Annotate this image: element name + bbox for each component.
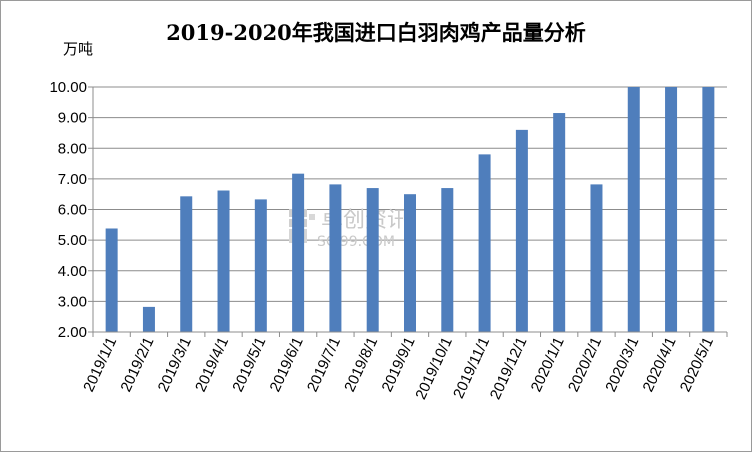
bar: [217, 190, 230, 332]
y-tick-label: 8.00: [58, 140, 87, 157]
x-tick-label: 2019/1/1: [80, 335, 120, 395]
x-tick-label: 2020/2/1: [565, 335, 605, 395]
y-tick-label: 6.00: [58, 202, 87, 219]
x-tick-label: 2019/5/1: [229, 335, 269, 395]
x-tick-label: 2020/1/1: [528, 335, 568, 395]
x-tick-label: 2019/3/1: [155, 335, 195, 395]
x-tick-label: 2020/3/1: [602, 335, 642, 395]
y-tick-label: 10.00: [49, 79, 87, 96]
x-tick-label: 2019/9/1: [379, 335, 419, 395]
bar: [180, 196, 193, 332]
bar: [441, 188, 454, 332]
bar: [366, 188, 379, 332]
y-axis-ticks: 2.00 3.00 4.00 5.00 6.00 7.00 8.00 9.00 10.00: [49, 79, 93, 341]
x-tick-label: 2019/2/1: [117, 335, 157, 395]
x-tick-label: 2019/6/1: [267, 335, 307, 395]
chart-title: 2019-2020年我国进口白羽肉鸡产品量分析: [166, 20, 586, 45]
bar: [627, 87, 640, 332]
x-axis-ticks: 2019/1/12019/2/12019/3/12019/4/12019/5/1…: [80, 332, 728, 403]
y-tick-label: 2.00: [58, 324, 87, 341]
x-tick-label: 2019/10/1: [412, 335, 456, 403]
bar: [665, 87, 678, 332]
y-tick-label: 7.00: [58, 171, 87, 188]
x-tick-label: 2020/4/1: [640, 335, 680, 395]
x-tick-label: 2019/4/1: [192, 335, 232, 395]
x-tick-label: 2019/11/1: [450, 335, 493, 402]
watermark: 卓创资讯 SCI99.COM: [289, 208, 409, 250]
bar: [292, 173, 305, 332]
bar: [515, 129, 528, 332]
y-tick-label: 9.00: [58, 110, 87, 127]
bar: [329, 184, 342, 332]
bar: [590, 184, 603, 332]
x-tick-label: 2019/7/1: [304, 335, 344, 395]
y-tick-label: 3.00: [58, 293, 87, 310]
bar: [105, 228, 118, 332]
bar: [404, 194, 416, 332]
bar: [254, 199, 267, 332]
watermark-text-en: SCI99.COM: [317, 234, 395, 250]
bar: [478, 154, 491, 332]
bar: [702, 87, 715, 332]
bar: [142, 306, 155, 332]
y-tick-label: 5.00: [58, 232, 87, 249]
bar: [553, 113, 566, 332]
x-tick-label: 2020/5/1: [677, 335, 717, 395]
bars: [105, 87, 715, 332]
x-tick-label: 2019/12/1: [487, 335, 531, 403]
x-tick-label: 2019/8/1: [341, 335, 381, 395]
y-tick-label: 4.00: [58, 263, 87, 280]
y-unit-label: 万吨: [63, 40, 94, 58]
